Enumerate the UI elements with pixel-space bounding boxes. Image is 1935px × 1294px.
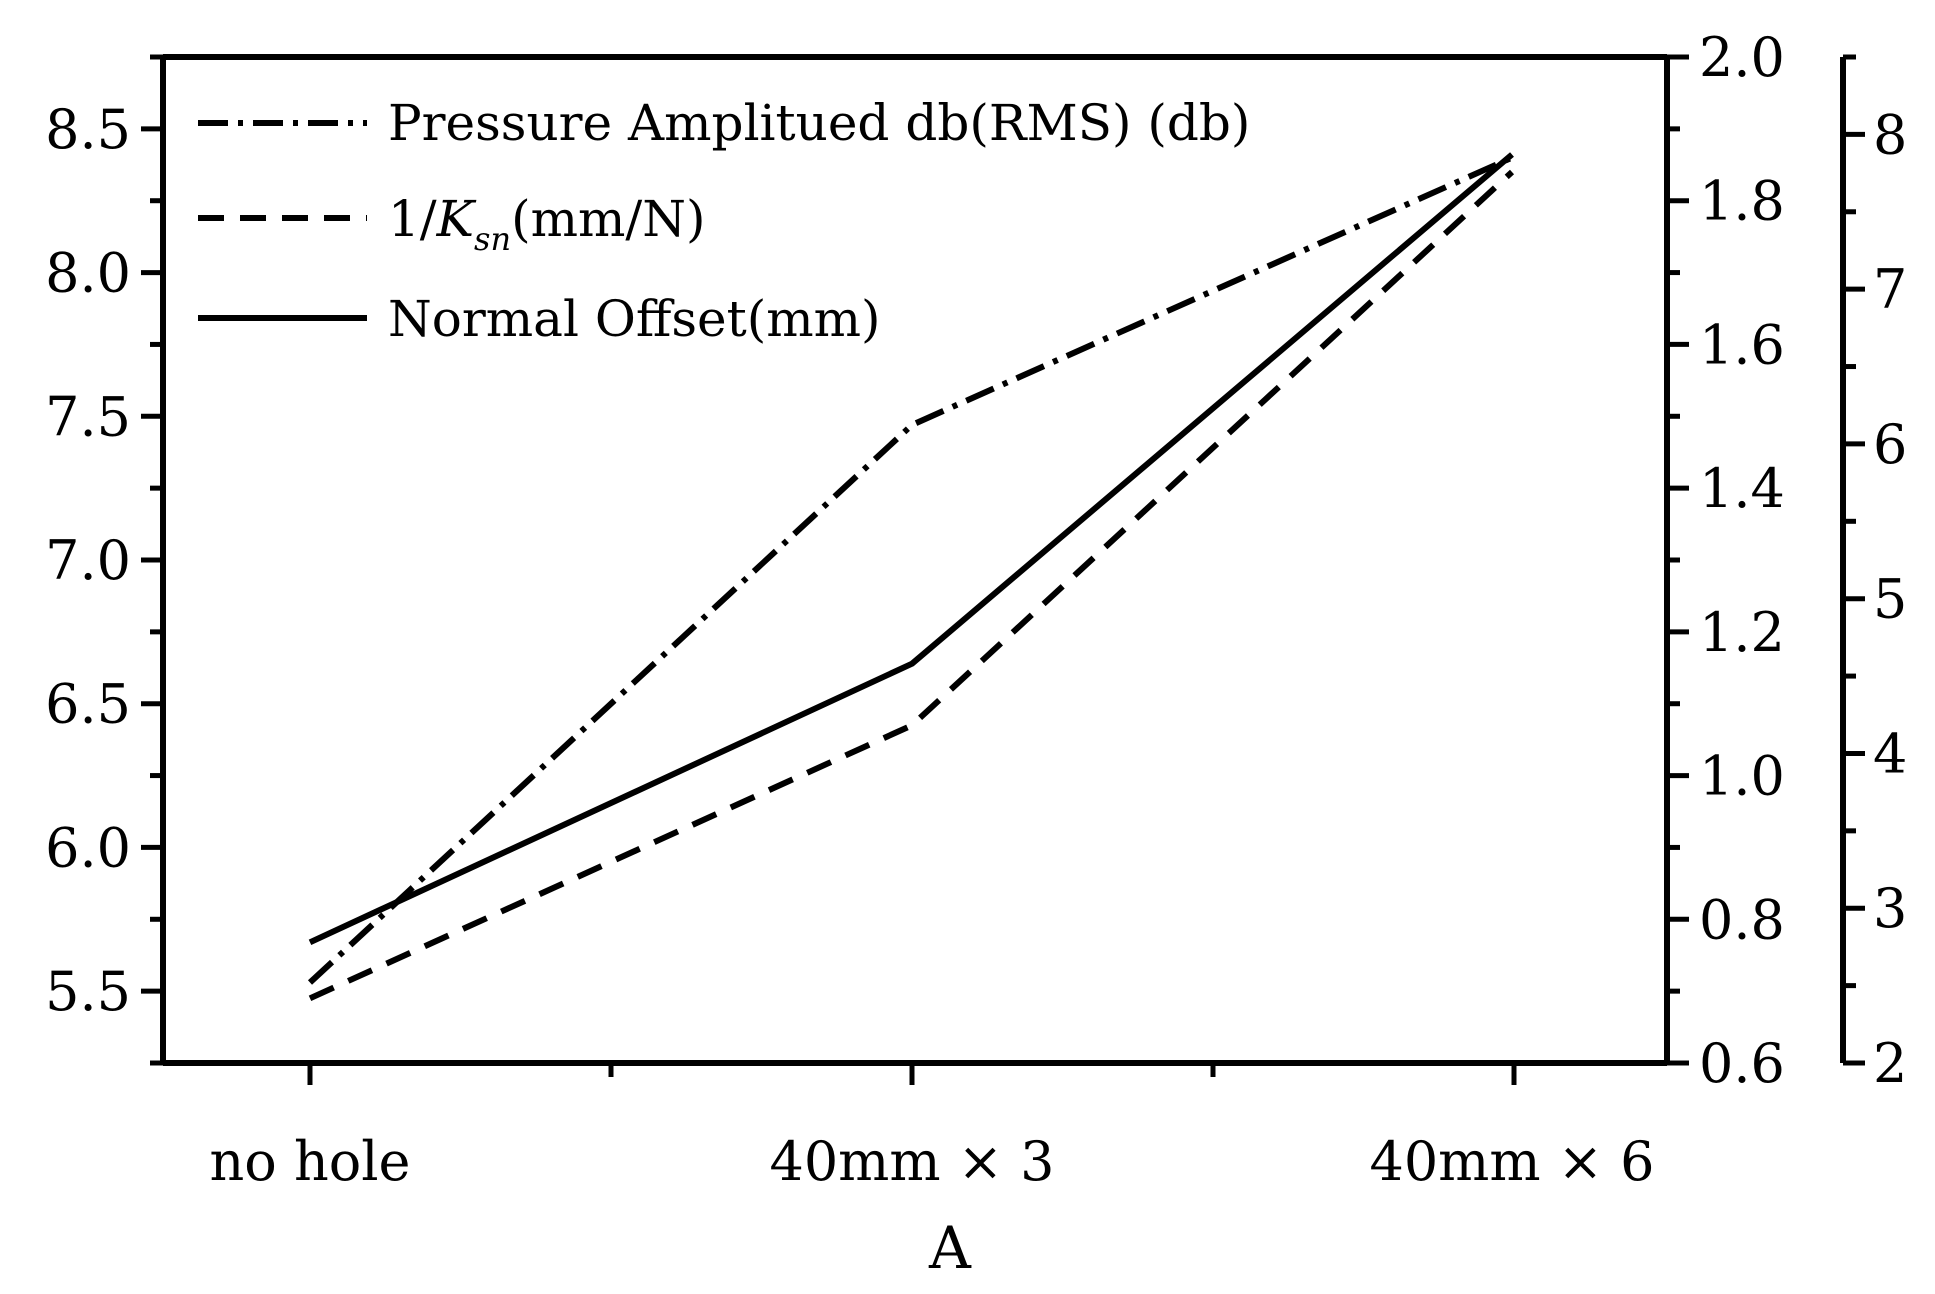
right2-tick-label-0: 2	[1873, 1032, 1907, 1095]
x-axis-title: A	[928, 1214, 972, 1282]
right-y-axis-1: 0.6 0.8 1.0 1.2 1.4 1.6 1.8 2.0	[1667, 26, 1785, 1095]
x-axis: no hole 40mm × 3 40mm × 6	[210, 1063, 1655, 1193]
legend-label-compliance-k: K	[436, 190, 477, 248]
right1-tick-label-4: 1.4	[1699, 457, 1785, 520]
left-tick-label-3: 7.0	[45, 529, 131, 592]
legend-label-compliance-prefix: 1/	[388, 190, 437, 248]
legend-label-compliance-suffix: (mm/N)	[511, 190, 705, 248]
legend-label-offset: Normal Offset(mm)	[388, 290, 881, 348]
legend-label-compliance: 1/Ksn(mm/N)	[388, 190, 706, 258]
left-tick-label-5: 8.0	[45, 242, 131, 305]
x-tick-label-2: 40mm × 6	[1369, 1130, 1654, 1193]
right-y-axis-2: 2 3 4 5 6 7 8	[1840, 54, 1907, 1095]
right1-tick-label-2: 1.0	[1699, 745, 1785, 808]
right1-tick-label-0: 0.6	[1699, 1032, 1785, 1095]
legend-label-pressure: Pressure Amplitued db(RMS) (db)	[388, 94, 1250, 152]
right1-tick-label-1: 0.8	[1699, 888, 1785, 951]
x-tick-label-1: 40mm × 3	[769, 1130, 1054, 1193]
left-tick-label-6: 8.5	[45, 98, 131, 161]
legend: Pressure Amplitued db(RMS) (db) 1/Ksn(mm…	[198, 94, 1250, 348]
series-lines	[307, 152, 1515, 1002]
series-line-1	[308, 169, 1515, 1002]
right2-tick-label-5: 7	[1873, 258, 1907, 321]
right2-tick-label-4: 6	[1873, 413, 1907, 476]
left-tick-label-1: 6.0	[45, 816, 131, 879]
x-tick-label-0: no hole	[210, 1130, 411, 1193]
right1-tick-label-7: 2.0	[1699, 26, 1785, 89]
right2-tick-label-1: 3	[1873, 877, 1907, 940]
right1-tick-label-5: 1.6	[1699, 313, 1785, 376]
left-y-axis: 5.5 6.0 6.5 7.0 7.5 8.0 8.5	[45, 54, 163, 1066]
left-tick-label-4: 7.5	[45, 385, 131, 448]
left-tick-label-0: 5.5	[45, 960, 131, 1023]
right2-tick-label-6: 8	[1873, 103, 1907, 166]
right1-tick-label-3: 1.2	[1699, 601, 1785, 664]
left-tick-label-2: 6.5	[45, 673, 131, 736]
legend-label-compliance-sub: sn	[474, 220, 511, 258]
right1-tick-label-6: 1.8	[1699, 170, 1785, 233]
right2-tick-label-2: 4	[1873, 722, 1907, 785]
series-line-2	[308, 152, 1514, 946]
right2-tick-label-3: 5	[1873, 568, 1907, 631]
